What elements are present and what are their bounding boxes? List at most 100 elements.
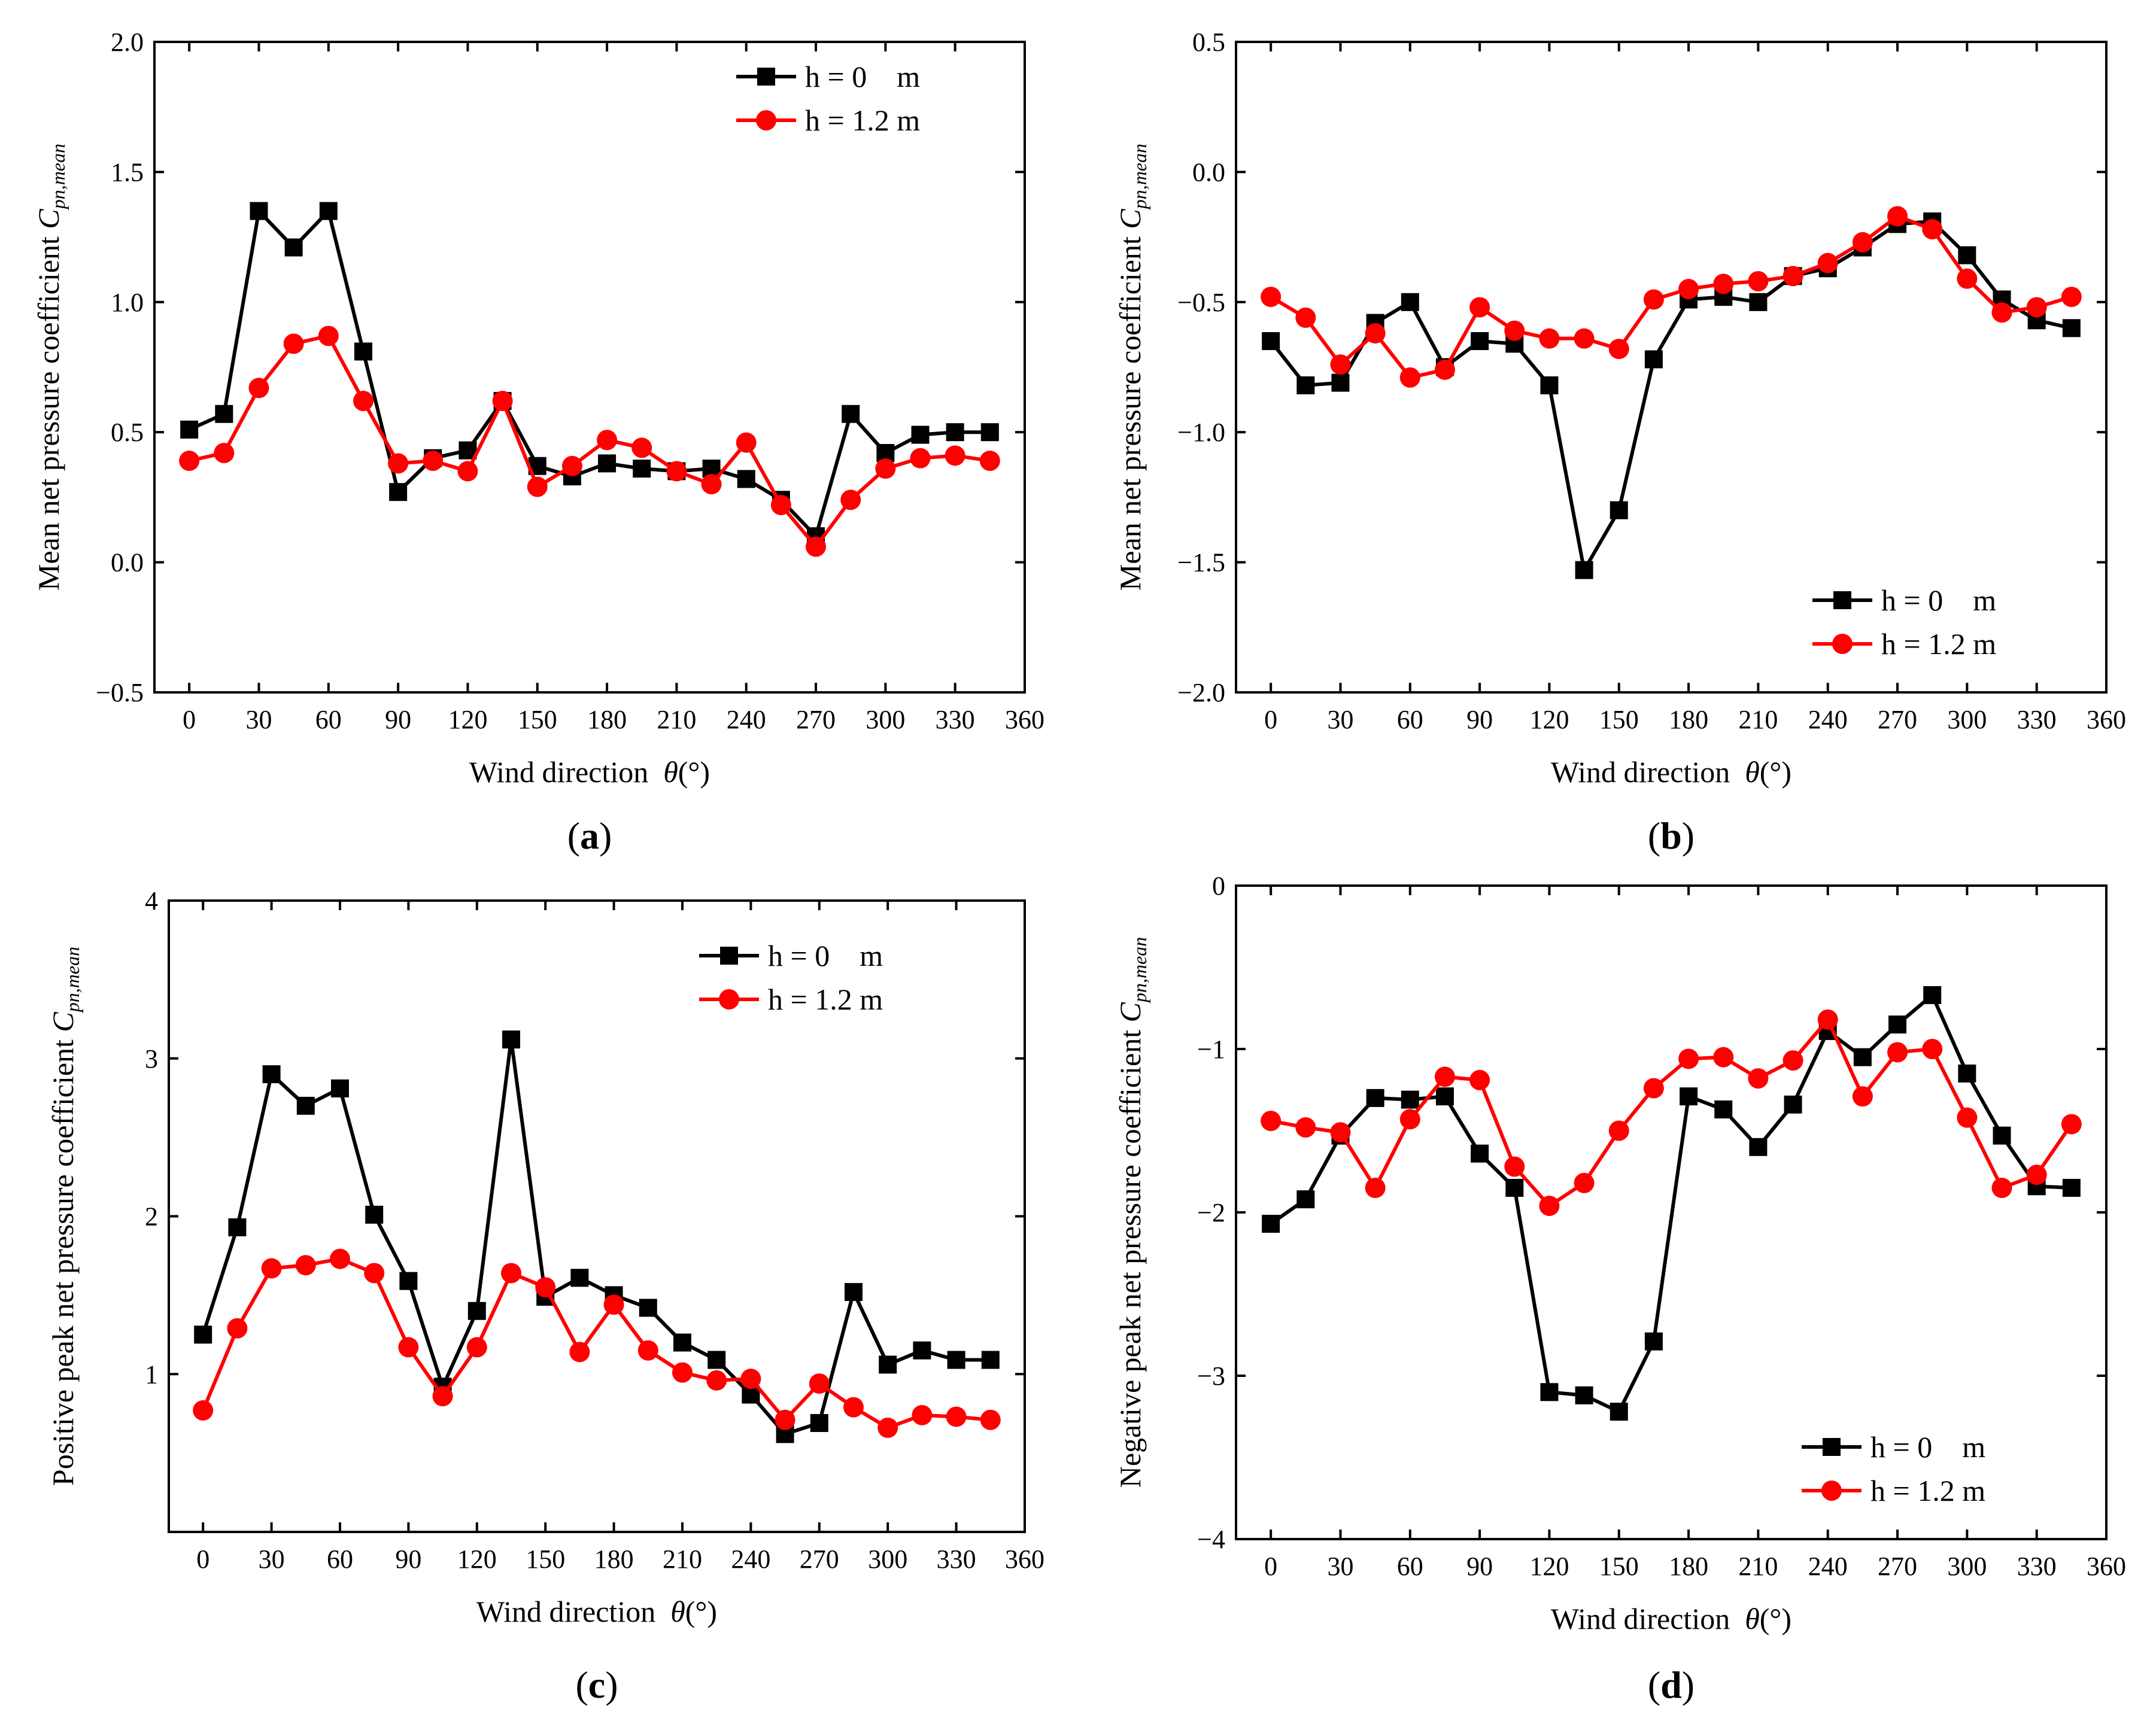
data-point-h0: [639, 1299, 657, 1317]
data-point-h0: [879, 1355, 897, 1374]
x-tick-label: 0: [1264, 1552, 1277, 1581]
x-tick-label: 0: [1264, 705, 1277, 734]
data-point-h12: [1330, 354, 1351, 375]
plot-frame: [1235, 41, 2108, 694]
legend-label: h = 1.2 m: [805, 104, 920, 137]
data-point-h12: [843, 1397, 864, 1418]
data-point-h12: [398, 1337, 419, 1358]
data-point-h12: [806, 536, 827, 557]
data-point-h0: [911, 425, 930, 444]
y-axis-title: Positive peak net pressure coefficient C…: [46, 947, 83, 1486]
chart-panel-a: 0 30 60 90 120 150 180 210 240 270 300 330 360 −0.5 0.…: [32, 28, 1044, 857]
x-tick-label: 360: [2087, 1552, 2126, 1581]
data-point-h12: [330, 1248, 350, 1269]
x-tick-label: 150: [526, 1544, 565, 1574]
data-point-h12: [227, 1318, 248, 1339]
data-point-h0: [1888, 1015, 1907, 1034]
data-point-h12: [1434, 359, 1455, 380]
legend-marker-circle: [719, 989, 739, 1010]
legend-label: h = 0 m: [805, 60, 920, 93]
x-tick-label: 270: [1878, 1552, 1917, 1581]
x-tick-label: 330: [2017, 705, 2057, 734]
data-point-h12: [1399, 367, 1420, 388]
y-tick-label: −1.0: [1177, 418, 1225, 447]
data-point-h0: [1993, 1126, 2011, 1145]
data-point-h12: [1713, 273, 1734, 294]
x-tick-label: 240: [727, 705, 766, 734]
x-tick-label: 180: [594, 1544, 634, 1574]
data-point-h0: [1262, 332, 1280, 351]
x-tick-label: 240: [1808, 1552, 1848, 1581]
data-point-h12: [1817, 1009, 1838, 1030]
x-tick-label: 180: [587, 705, 627, 734]
data-point-h0: [598, 454, 617, 473]
plot-frame: [153, 41, 1026, 694]
data-point-h12: [1922, 219, 1943, 240]
data-point-h0: [1296, 376, 1315, 394]
x-tick-label: 180: [1669, 705, 1708, 734]
x-tick-label: 300: [1947, 1552, 1987, 1581]
y-tick-label: −4: [1197, 1525, 1225, 1554]
data-point-h12: [295, 1255, 316, 1276]
data-point-h12: [1957, 1107, 1978, 1128]
data-point-h12: [701, 474, 722, 495]
data-point-h12: [193, 1400, 214, 1421]
data-point-h12: [1991, 1178, 2012, 1199]
y-tick-label: −2: [1197, 1198, 1225, 1227]
data-point-h12: [432, 1386, 453, 1407]
legend-label: h = 1.2 m: [1881, 627, 1996, 661]
data-point-h0: [842, 405, 860, 423]
chart-panel-b: 0 30 60 90 120 150 180 210 240 270 300 330 360 −2.0 −1…: [1113, 28, 2126, 857]
data-point-h12: [1261, 1111, 1282, 1132]
y-tick-label: 0.5: [111, 418, 144, 447]
data-point-h0: [354, 342, 372, 361]
data-point-h0: [845, 1283, 863, 1302]
data-point-h12: [775, 1409, 795, 1430]
x-tick-label: 90: [1466, 705, 1493, 734]
legend-label: h = 1.2 m: [768, 983, 883, 1016]
panel-label: (c): [575, 1664, 618, 1706]
chart-panel-c: 0 30 60 90 120 150 180 210 240 270 300 330 360 1 2 3 4 Wi…: [46, 886, 1044, 1706]
y-tick-label: 4: [145, 886, 158, 916]
data-point-h12: [736, 432, 757, 453]
data-point-h12: [1295, 307, 1316, 328]
data-point-h0: [1610, 1403, 1628, 1421]
data-point-h12: [318, 326, 339, 346]
x-tick-label: 60: [327, 1544, 353, 1574]
data-point-h0: [1784, 1095, 1802, 1114]
data-point-h0: [1714, 1100, 1733, 1119]
x-tick-label: 90: [1466, 1552, 1493, 1581]
x-tick-label: 0: [196, 1544, 209, 1574]
data-point-h0: [633, 460, 651, 478]
x-tick-label: 360: [2087, 705, 2126, 734]
data-point-h0: [1680, 1087, 1698, 1106]
x-tick-label: 210: [663, 1544, 702, 1574]
data-point-h0: [284, 238, 303, 257]
data-point-h0: [262, 1065, 281, 1084]
data-point-h0: [1853, 1048, 1872, 1066]
x-tick-label: 300: [866, 705, 905, 734]
data-point-h0: [707, 1351, 726, 1369]
y-axis-title: Negative peak net pressure coefficient C…: [1113, 937, 1150, 1488]
data-point-h12: [912, 1404, 933, 1425]
x-tick-label: 0: [183, 705, 196, 734]
data-point-h12: [1469, 1069, 1490, 1090]
x-tick-label: 180: [1669, 1552, 1708, 1581]
data-point-h0: [180, 420, 199, 439]
series-line-h0: [1270, 993, 2072, 1414]
data-point-h12: [1852, 1086, 1873, 1107]
data-point-h0: [737, 470, 755, 488]
x-tick-label: 90: [395, 1544, 421, 1574]
data-point-h12: [979, 451, 1000, 472]
y-tick-label: −3: [1197, 1361, 1225, 1391]
data-point-h12: [1608, 1120, 1629, 1141]
data-point-h0: [913, 1341, 931, 1360]
data-point-h12: [1399, 1109, 1420, 1130]
x-tick-label: 60: [315, 705, 342, 734]
data-point-h12: [2026, 297, 2047, 318]
y-tick-label: 2.0: [111, 28, 144, 57]
data-point-h0: [194, 1325, 212, 1344]
data-point-h0: [810, 1414, 828, 1433]
data-point-h12: [466, 1337, 487, 1358]
data-point-h0: [365, 1205, 384, 1224]
